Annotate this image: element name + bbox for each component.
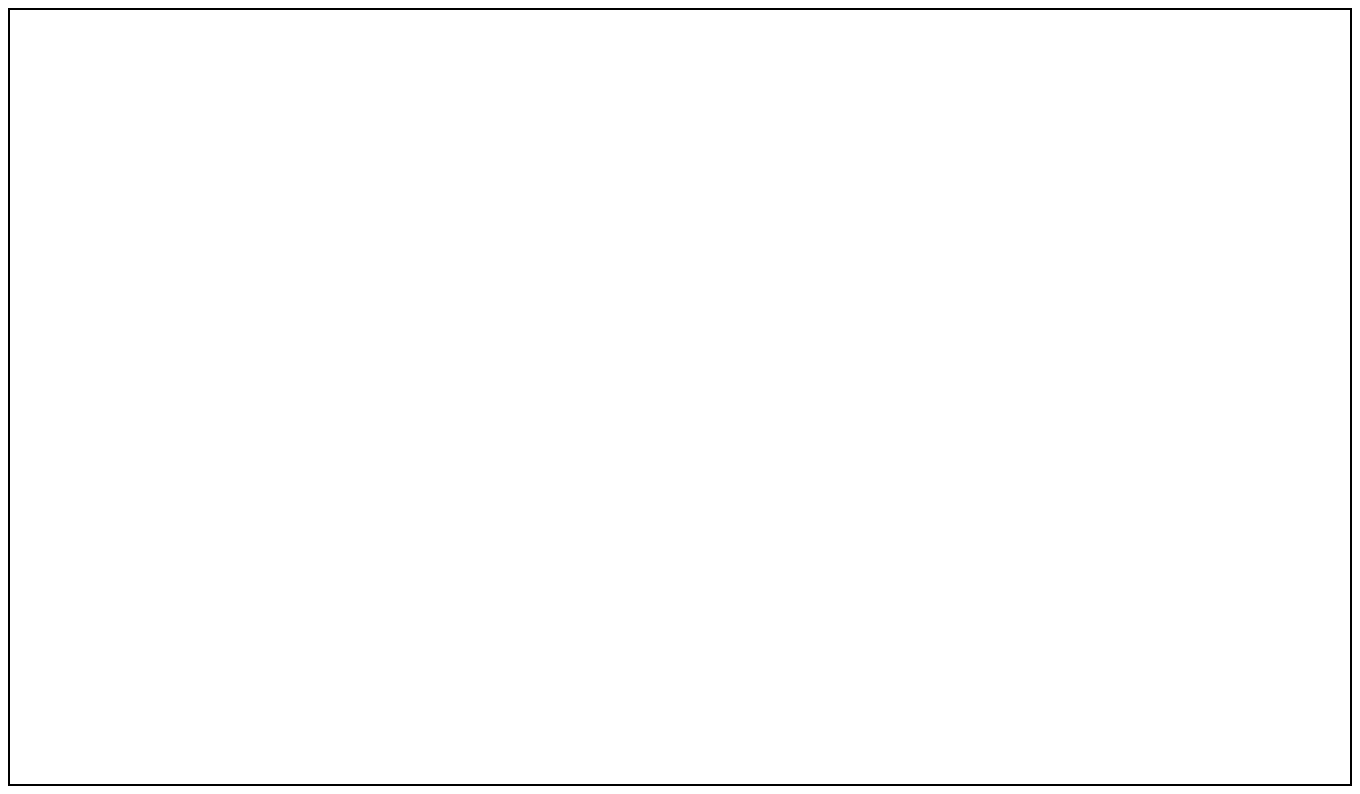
chart-frame-border	[8, 8, 1352, 786]
